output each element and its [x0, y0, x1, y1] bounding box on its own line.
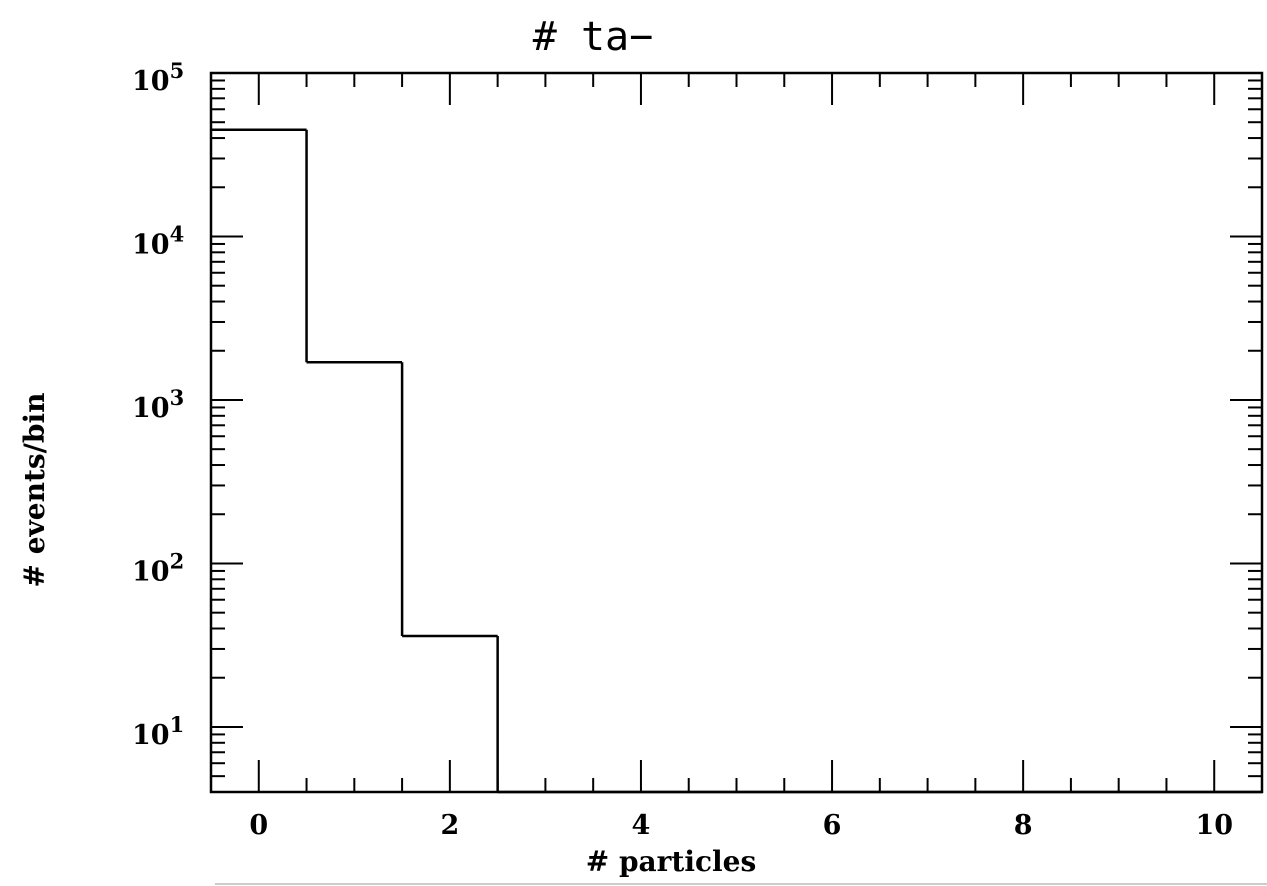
y-tick-labels: 101 102 103 104 105	[132, 58, 184, 751]
axis-ticks	[210, 72, 1263, 793]
y-tick-label: 104	[132, 221, 184, 260]
y-tick-label: 103	[132, 385, 184, 424]
chart-title: # ta−	[533, 14, 653, 60]
x-tick-label: 4	[632, 810, 651, 841]
y-tick-label: 105	[132, 58, 184, 97]
x-axis-label: # particles	[586, 845, 757, 878]
x-tick-label: 10	[1195, 810, 1233, 841]
y-axis-label: # events/bin	[18, 393, 51, 588]
histogram-bins	[211, 128, 1262, 794]
x-tick-label: 0	[249, 810, 268, 841]
y-tick-label: 101	[132, 712, 184, 751]
plot-frame	[209, 71, 1264, 794]
x-tick-label: 6	[823, 810, 842, 841]
x-tick-labels: 0 2 4 6 8 10	[249, 810, 1233, 841]
x-tick-label: 8	[1014, 810, 1033, 841]
x-tick-label: 2	[440, 810, 459, 841]
y-tick-label: 102	[132, 548, 184, 587]
